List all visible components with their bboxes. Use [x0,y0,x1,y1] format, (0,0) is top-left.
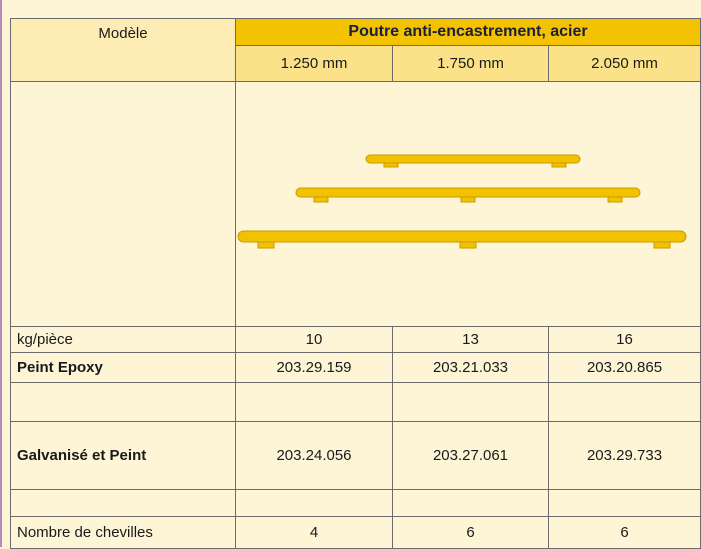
cell: 13 [393,327,549,353]
cell: 203.24.056 [236,422,393,490]
row-label: Galvanisé et Peint [11,422,236,490]
empty-cell [549,383,701,422]
cell: 203.21.033 [393,353,549,383]
image-cell [236,82,701,327]
cell: 6 [549,517,701,549]
size-header: 1.250 mm [236,46,393,82]
page: Modèle Poutre anti-encastrement, acier 1… [0,0,701,547]
row-label: Peint Epoxy [11,353,236,383]
product-table: Modèle Poutre anti-encastrement, acier 1… [10,18,701,549]
cell: 203.29.159 [236,353,393,383]
empty-cell [236,383,393,422]
empty-cell [11,490,236,517]
cell: 6 [393,517,549,549]
size-header: 1.750 mm [393,46,549,82]
cell: 10 [236,327,393,353]
size-header: 2.050 mm [549,46,701,82]
group-title: Poutre anti-encastrement, acier [236,19,701,46]
empty-cell [393,383,549,422]
cell: 203.20.865 [549,353,701,383]
cell: 203.29.733 [549,422,701,490]
empty-cell [549,490,701,517]
product-image [236,82,700,326]
model-header: Modèle [11,19,236,82]
empty-cell [236,490,393,517]
empty-cell [11,82,236,327]
cell: 16 [549,327,701,353]
row-label: kg/pièce [11,327,236,353]
empty-cell [393,490,549,517]
empty-cell [11,383,236,422]
cell: 4 [236,517,393,549]
row-label: Nombre de chevilles [11,517,236,549]
cell: 203.27.061 [393,422,549,490]
